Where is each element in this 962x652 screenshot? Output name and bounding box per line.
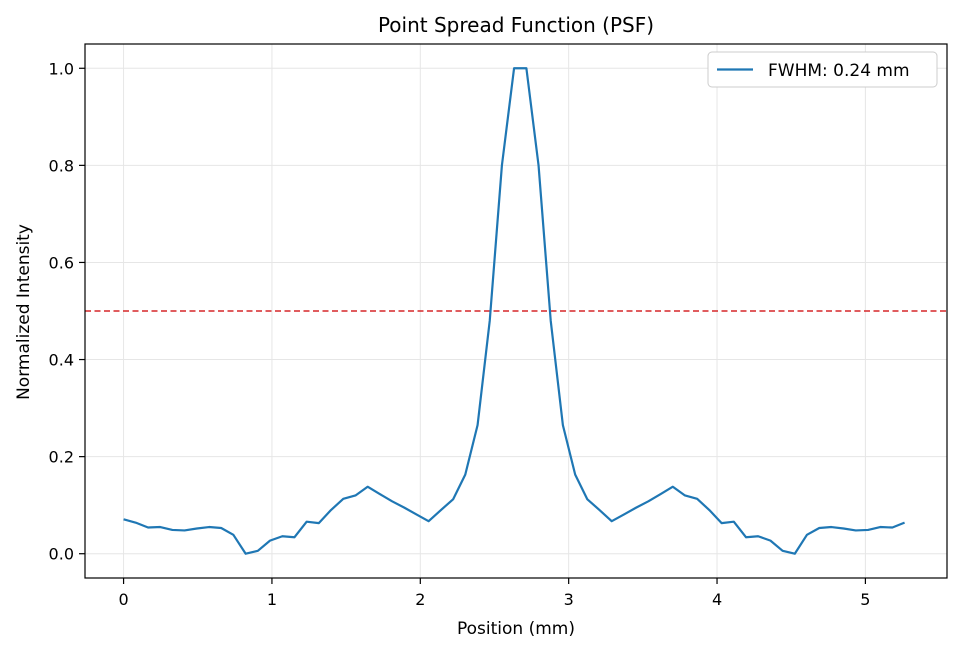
y-axis-label: Normalized Intensity (14, 224, 34, 400)
x-tick-label: 0 (118, 590, 128, 609)
plot-frame (84, 43, 948, 579)
y-tick-label: 0.6 (49, 253, 74, 272)
legend-box (707, 51, 938, 88)
x-tick-label: 2 (415, 590, 425, 609)
y-tick-label: 0.2 (49, 448, 74, 467)
x-axis-ticks: 0 1 2 3 4 5 (118, 578, 870, 609)
psf-series-line (123, 67, 905, 555)
chart-title: Point Spread Function (PSF) (378, 13, 654, 37)
y-tick-label: 0.8 (49, 156, 74, 175)
y-tick-label: 0.0 (49, 545, 74, 564)
legend: FWHM: 0.24 mm (707, 51, 938, 88)
x-tick-label: 1 (267, 590, 277, 609)
x-axis-label: Position (mm) (457, 619, 575, 639)
y-axis-ticks: 0.0 0.2 0.4 0.6 0.8 1.0 (49, 59, 85, 564)
x-tick-label: 5 (860, 590, 870, 609)
y-tick-label: 0.4 (49, 351, 74, 370)
legend-entry: FWHM: 0.24 mm (768, 61, 910, 81)
series-layer (123, 67, 905, 555)
x-tick-label: 3 (564, 590, 574, 609)
y-tick-label: 1.0 (49, 59, 74, 78)
x-tick-label: 4 (712, 590, 722, 609)
